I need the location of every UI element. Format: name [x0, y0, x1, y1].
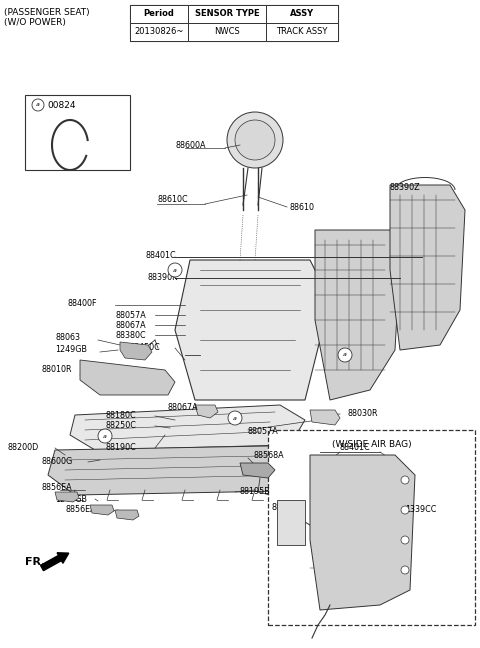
Text: 88057A: 88057A [115, 310, 146, 319]
Text: (W/O POWER): (W/O POWER) [4, 17, 66, 27]
Text: Period: Period [144, 10, 174, 19]
Text: 1339CC: 1339CC [405, 505, 436, 515]
Circle shape [401, 536, 409, 544]
Wedge shape [235, 120, 275, 160]
Bar [268, 430, 475, 625]
Text: a: a [103, 434, 107, 439]
Text: 88450C: 88450C [130, 343, 161, 353]
Text: 88067A: 88067A [115, 321, 145, 329]
Polygon shape [120, 342, 152, 360]
Text: 88195B: 88195B [240, 487, 271, 496]
Text: 88568A: 88568A [253, 452, 284, 461]
Circle shape [401, 566, 409, 574]
Text: 88600G: 88600G [42, 457, 73, 467]
Text: 88401C: 88401C [340, 443, 371, 452]
Text: 88400F: 88400F [68, 299, 97, 308]
Text: 88063: 88063 [55, 334, 80, 343]
Text: 1249GB: 1249GB [55, 494, 87, 503]
Text: 8856EA: 8856EA [65, 505, 96, 515]
Circle shape [338, 348, 352, 362]
Bar [188, 5, 266, 23]
Text: a: a [36, 102, 40, 108]
Polygon shape [240, 463, 275, 478]
Text: 88030R: 88030R [347, 408, 377, 417]
Polygon shape [70, 405, 305, 450]
Polygon shape [195, 405, 218, 418]
Bar [277, 500, 305, 545]
Text: 88390Z: 88390Z [390, 183, 420, 192]
Text: NWCS: NWCS [214, 27, 240, 36]
Text: 88380C: 88380C [115, 330, 145, 340]
Text: ASSY: ASSY [290, 10, 314, 19]
Circle shape [98, 429, 112, 443]
Polygon shape [55, 492, 79, 502]
Bar [130, 5, 188, 23]
Text: SENSOR TYPE: SENSOR TYPE [195, 10, 259, 19]
Bar [188, 23, 266, 41]
Text: (PASSENGER SEAT): (PASSENGER SEAT) [4, 8, 90, 16]
Text: 88390K: 88390K [148, 273, 178, 283]
Circle shape [380, 320, 390, 330]
Bar [266, 23, 338, 41]
Text: 00824: 00824 [47, 100, 75, 110]
Text: 88401C: 88401C [146, 251, 177, 259]
Text: 88057A: 88057A [248, 428, 279, 437]
Text: 88250C: 88250C [105, 421, 136, 430]
Circle shape [401, 476, 409, 484]
Text: 8856EA: 8856EA [42, 483, 72, 492]
Polygon shape [310, 410, 340, 425]
FancyArrow shape [40, 553, 69, 571]
Bar [266, 5, 338, 23]
Text: 88610: 88610 [290, 202, 315, 211]
Text: a: a [233, 415, 237, 421]
Text: 88920T: 88920T [272, 503, 302, 513]
Text: 88610C: 88610C [157, 196, 188, 205]
Circle shape [401, 506, 409, 514]
Text: 88010R: 88010R [42, 365, 72, 375]
Polygon shape [80, 360, 175, 395]
Text: 88600A: 88600A [175, 141, 205, 150]
Polygon shape [315, 230, 400, 400]
Circle shape [234, 324, 246, 336]
Text: 88190C: 88190C [105, 443, 136, 452]
Bar [130, 5, 338, 41]
Text: 88180C: 88180C [105, 410, 136, 419]
Circle shape [168, 263, 182, 277]
Wedge shape [227, 112, 283, 168]
Bar [25, 95, 130, 170]
Polygon shape [115, 510, 139, 520]
Circle shape [380, 260, 390, 270]
Text: 20130826~: 20130826~ [134, 27, 184, 36]
Polygon shape [90, 505, 114, 515]
Text: 88200D: 88200D [8, 443, 39, 452]
Circle shape [380, 350, 390, 360]
Circle shape [228, 411, 242, 425]
Text: FR.: FR. [25, 557, 46, 567]
Polygon shape [48, 445, 345, 495]
Circle shape [32, 99, 44, 111]
Polygon shape [175, 260, 330, 400]
Text: 1249GB: 1249GB [55, 345, 87, 354]
Text: 88067A: 88067A [168, 402, 199, 411]
Text: a: a [173, 268, 177, 273]
Circle shape [380, 290, 390, 300]
Text: a: a [343, 353, 347, 358]
Text: (W/SIDE AIR BAG): (W/SIDE AIR BAG) [332, 439, 411, 448]
Polygon shape [390, 185, 465, 350]
Text: TRACK ASSY: TRACK ASSY [276, 27, 328, 36]
Polygon shape [310, 455, 415, 610]
Bar [130, 23, 188, 41]
